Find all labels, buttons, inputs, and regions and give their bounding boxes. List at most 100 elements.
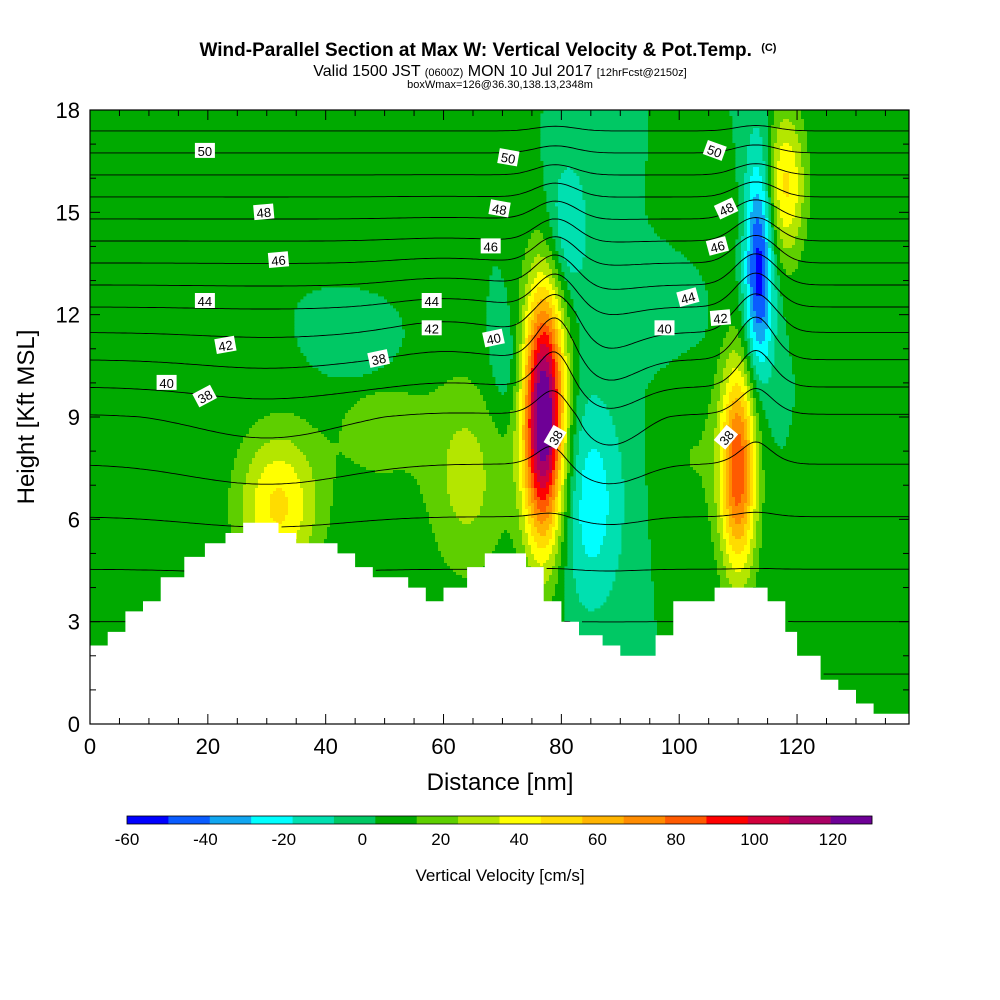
velocity-cell <box>96 323 99 326</box>
velocity-cell <box>93 455 96 458</box>
velocity-cell <box>93 545 96 548</box>
velocity-cell <box>96 119 99 122</box>
velocity-cell <box>96 188 99 191</box>
velocity-cell <box>93 434 96 437</box>
velocity-cell <box>102 377 105 380</box>
velocity-cell <box>99 341 102 344</box>
velocity-cell <box>96 356 99 359</box>
velocity-cell <box>99 290 102 293</box>
velocity-cell <box>93 359 96 362</box>
velocity-cell <box>96 215 99 218</box>
velocity-cell <box>102 284 105 287</box>
velocity-cell <box>99 452 102 455</box>
velocity-cell <box>93 599 96 602</box>
velocity-cell <box>102 119 105 122</box>
velocity-cell <box>99 548 102 551</box>
velocity-cell <box>99 254 102 257</box>
velocity-cell <box>99 485 102 488</box>
velocity-cell <box>99 245 102 248</box>
velocity-cell <box>93 428 96 431</box>
velocity-cell <box>93 311 96 314</box>
velocity-cell <box>96 137 99 140</box>
velocity-cell <box>93 323 96 326</box>
velocity-cell <box>96 614 99 617</box>
velocity-cell <box>102 308 105 311</box>
velocity-cell <box>99 440 102 443</box>
velocity-cell <box>93 230 96 233</box>
velocity-cell <box>93 593 96 596</box>
velocity-cell <box>99 272 102 275</box>
velocity-cell <box>93 479 96 482</box>
velocity-cell <box>99 596 102 599</box>
velocity-cell <box>99 257 102 260</box>
velocity-cell <box>96 350 99 353</box>
velocity-cell <box>93 119 96 122</box>
velocity-cell <box>99 188 102 191</box>
velocity-cell <box>93 287 96 290</box>
velocity-cell <box>96 254 99 257</box>
velocity-cell <box>93 317 96 320</box>
velocity-cell <box>93 578 96 581</box>
velocity-cell <box>93 200 96 203</box>
velocity-cell <box>96 395 99 398</box>
velocity-cell <box>93 467 96 470</box>
velocity-cell <box>96 632 99 635</box>
velocity-cell <box>102 275 105 278</box>
velocity-cell <box>102 113 105 116</box>
velocity-cell <box>99 167 102 170</box>
velocity-cell <box>96 551 99 554</box>
velocity-cell <box>99 164 102 167</box>
velocity-cell <box>96 611 99 614</box>
velocity-cell <box>99 641 102 644</box>
velocity-cell <box>102 320 105 323</box>
velocity-cell <box>96 554 99 557</box>
velocity-cell <box>96 524 99 527</box>
velocity-cell <box>96 116 99 119</box>
velocity-cell <box>99 467 102 470</box>
velocity-cell <box>93 140 96 143</box>
velocity-cell <box>96 410 99 413</box>
velocity-cell <box>96 596 99 599</box>
velocity-cell <box>99 461 102 464</box>
velocity-cell <box>102 323 105 326</box>
velocity-cell <box>99 635 102 638</box>
velocity-cell <box>93 308 96 311</box>
velocity-cell <box>102 341 105 344</box>
velocity-cell <box>96 293 99 296</box>
velocity-cell <box>99 500 102 503</box>
velocity-cell <box>99 149 102 152</box>
velocity-cell <box>93 362 96 365</box>
velocity-cell <box>96 302 99 305</box>
velocity-cell <box>99 587 102 590</box>
velocity-cell <box>93 503 96 506</box>
velocity-cell <box>93 293 96 296</box>
velocity-cell <box>99 137 102 140</box>
velocity-cell <box>96 125 99 128</box>
velocity-cell <box>93 572 96 575</box>
velocity-cell <box>96 284 99 287</box>
velocity-cell <box>93 590 96 593</box>
velocity-cell <box>93 368 96 371</box>
velocity-cell <box>99 491 102 494</box>
velocity-cell <box>102 122 105 125</box>
velocity-cell <box>102 248 105 251</box>
velocity-cell <box>93 611 96 614</box>
velocity-cell <box>99 395 102 398</box>
velocity-cell <box>96 452 99 455</box>
velocity-cell <box>99 323 102 326</box>
velocity-cell <box>93 257 96 260</box>
velocity-cell <box>96 593 99 596</box>
velocity-cell <box>96 167 99 170</box>
velocity-cell <box>96 371 99 374</box>
velocity-cell <box>96 146 99 149</box>
velocity-cell <box>96 536 99 539</box>
chart-subtitle-2: boxWmax=126@36.30,138.13,2348m <box>407 79 593 91</box>
velocity-cell <box>93 560 96 563</box>
velocity-cell <box>93 635 96 638</box>
velocity-cell <box>96 281 99 284</box>
velocity-cell <box>99 551 102 554</box>
velocity-cell <box>96 287 99 290</box>
velocity-cell <box>93 530 96 533</box>
velocity-cell <box>93 410 96 413</box>
velocity-cell <box>99 266 102 269</box>
